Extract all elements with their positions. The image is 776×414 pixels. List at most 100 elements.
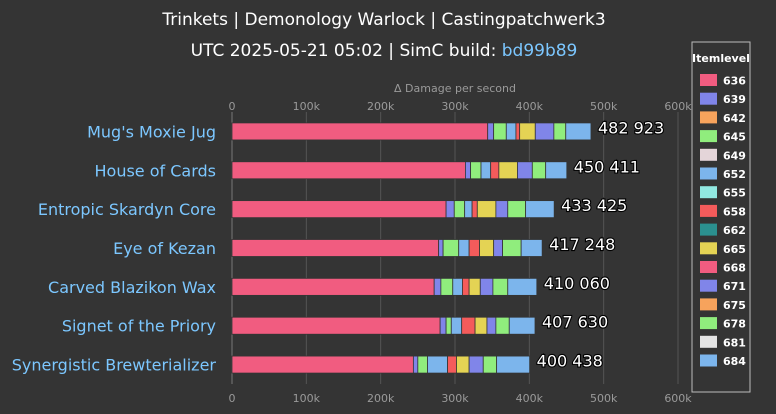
bar-segment[interactable] xyxy=(231,122,489,141)
bar-segment[interactable] xyxy=(486,316,497,335)
legend-swatch xyxy=(700,74,717,86)
bar-segment[interactable] xyxy=(231,161,466,180)
legend-item[interactable]: 681 xyxy=(700,335,746,350)
bar-segment[interactable] xyxy=(231,316,441,335)
bar-segment[interactable] xyxy=(492,277,509,296)
legend-swatch xyxy=(700,111,717,124)
bar-segment[interactable] xyxy=(468,239,480,257)
legend-item[interactable]: 668 xyxy=(700,261,746,275)
bar-segment[interactable] xyxy=(440,277,454,296)
category-label[interactable]: Signet of the Priory xyxy=(62,317,216,336)
legend-label: 668 xyxy=(723,262,746,275)
bar-segment[interactable] xyxy=(468,355,484,374)
bar-segment[interactable] xyxy=(517,161,533,180)
category-labels: Mug's Moxie Jug House of Cards Entropic Sk… xyxy=(12,122,217,374)
bar-segment[interactable] xyxy=(519,122,536,141)
bar-segment[interactable] xyxy=(427,355,448,374)
category-label[interactable]: House of Cards xyxy=(95,161,217,180)
bar-segment[interactable] xyxy=(461,316,476,335)
bar-segment[interactable] xyxy=(452,277,463,296)
bar-segment[interactable] xyxy=(490,161,500,180)
bar-segment[interactable] xyxy=(417,355,428,374)
legend-swatch xyxy=(700,335,717,348)
bar-segment[interactable] xyxy=(508,316,536,335)
bar-segment[interactable] xyxy=(458,239,470,257)
bar-segment[interactable] xyxy=(480,161,492,180)
x-tick-label-bottom: 400k xyxy=(516,392,544,405)
legend-item[interactable]: 636 xyxy=(700,74,746,88)
bar-segment[interactable] xyxy=(520,239,543,257)
legend-item[interactable]: 658 xyxy=(700,204,746,219)
bar-segment[interactable] xyxy=(465,161,472,180)
bar-segment[interactable] xyxy=(231,239,440,257)
bar-segment[interactable] xyxy=(507,277,538,296)
bar-segment[interactable] xyxy=(231,355,414,374)
value-label: 407 630 xyxy=(542,313,608,332)
bar-segment[interactable] xyxy=(438,239,444,257)
bar-segment[interactable] xyxy=(515,122,521,141)
legend-item[interactable]: 649 xyxy=(700,148,746,163)
bar-segment[interactable] xyxy=(462,277,470,296)
bar-segment[interactable] xyxy=(496,355,531,374)
bar-segment[interactable] xyxy=(502,239,522,257)
build-link[interactable]: bd99b89 xyxy=(502,41,578,61)
bar-segment[interactable] xyxy=(498,161,518,180)
bar-segment[interactable] xyxy=(493,239,503,257)
bar-segment[interactable] xyxy=(493,122,507,141)
bar-segment[interactable] xyxy=(525,200,555,219)
bar-segment[interactable] xyxy=(447,355,457,374)
legend-item[interactable]: 655 xyxy=(700,186,746,200)
bar-segment[interactable] xyxy=(231,200,447,219)
bar-segment[interactable] xyxy=(479,239,495,257)
legend-item[interactable]: 671 xyxy=(700,279,746,294)
category-label[interactable]: Eye of Kezan xyxy=(113,239,216,258)
bar-segment[interactable] xyxy=(476,200,497,219)
bar-segment[interactable] xyxy=(439,316,447,335)
bar-segment[interactable] xyxy=(487,122,495,141)
bar-segment[interactable] xyxy=(468,277,481,296)
category-label[interactable]: Mug's Moxie Jug xyxy=(87,122,216,141)
legend: Itemlevel 636 639 642 645 649 652 655 658 662 665… xyxy=(691,41,751,393)
legend-item[interactable]: 662 xyxy=(700,223,746,238)
bar-segment[interactable] xyxy=(231,277,435,296)
category-label[interactable]: Carved Blazikon Wax xyxy=(48,278,216,297)
legend-item[interactable]: 652 xyxy=(700,167,746,182)
bar-segment[interactable] xyxy=(531,161,547,180)
bar-segment[interactable] xyxy=(479,277,494,296)
x-tick-label-bottom: 0 xyxy=(229,392,236,405)
bar-segment[interactable] xyxy=(545,161,568,180)
bar-segment[interactable] xyxy=(412,355,419,374)
bar-segment[interactable] xyxy=(445,316,452,335)
bar-segment[interactable] xyxy=(456,355,470,374)
bar-segment[interactable] xyxy=(433,277,442,296)
bar-segment[interactable] xyxy=(505,122,517,141)
legend-item[interactable]: 675 xyxy=(700,298,746,312)
bar-segment[interactable] xyxy=(470,161,482,180)
legend-item[interactable]: 639 xyxy=(700,92,746,107)
bar-segment[interactable] xyxy=(450,316,463,335)
bar-segment[interactable] xyxy=(464,200,473,219)
bar-row xyxy=(231,355,531,374)
bar-segment[interactable] xyxy=(507,200,527,219)
bar-segment[interactable] xyxy=(445,200,455,219)
bar-segment[interactable] xyxy=(474,316,488,335)
bar-segment[interactable] xyxy=(553,122,567,141)
category-label[interactable]: Synergistic Brewterializer xyxy=(12,356,217,375)
bar-segment[interactable] xyxy=(534,122,555,141)
legend-label: 649 xyxy=(723,149,746,162)
bar-segment[interactable] xyxy=(453,200,466,219)
bar-segment[interactable] xyxy=(495,316,510,335)
bar-segment[interactable] xyxy=(471,200,478,219)
bar-segment[interactable] xyxy=(565,122,592,141)
category-label[interactable]: Entropic Skardyn Core xyxy=(38,200,216,219)
legend-label: 665 xyxy=(723,243,746,256)
bar-segment[interactable] xyxy=(495,200,509,219)
bar-segment[interactable] xyxy=(482,355,498,374)
legend-item[interactable]: 684 xyxy=(700,354,746,369)
x-tick-label-top: 300k xyxy=(441,100,469,113)
legend-item[interactable]: 645 xyxy=(700,130,746,144)
legend-item[interactable]: 642 xyxy=(700,111,746,125)
legend-item[interactable]: 665 xyxy=(700,242,746,256)
bar-segment[interactable] xyxy=(442,239,460,257)
legend-item[interactable]: 678 xyxy=(700,317,746,331)
